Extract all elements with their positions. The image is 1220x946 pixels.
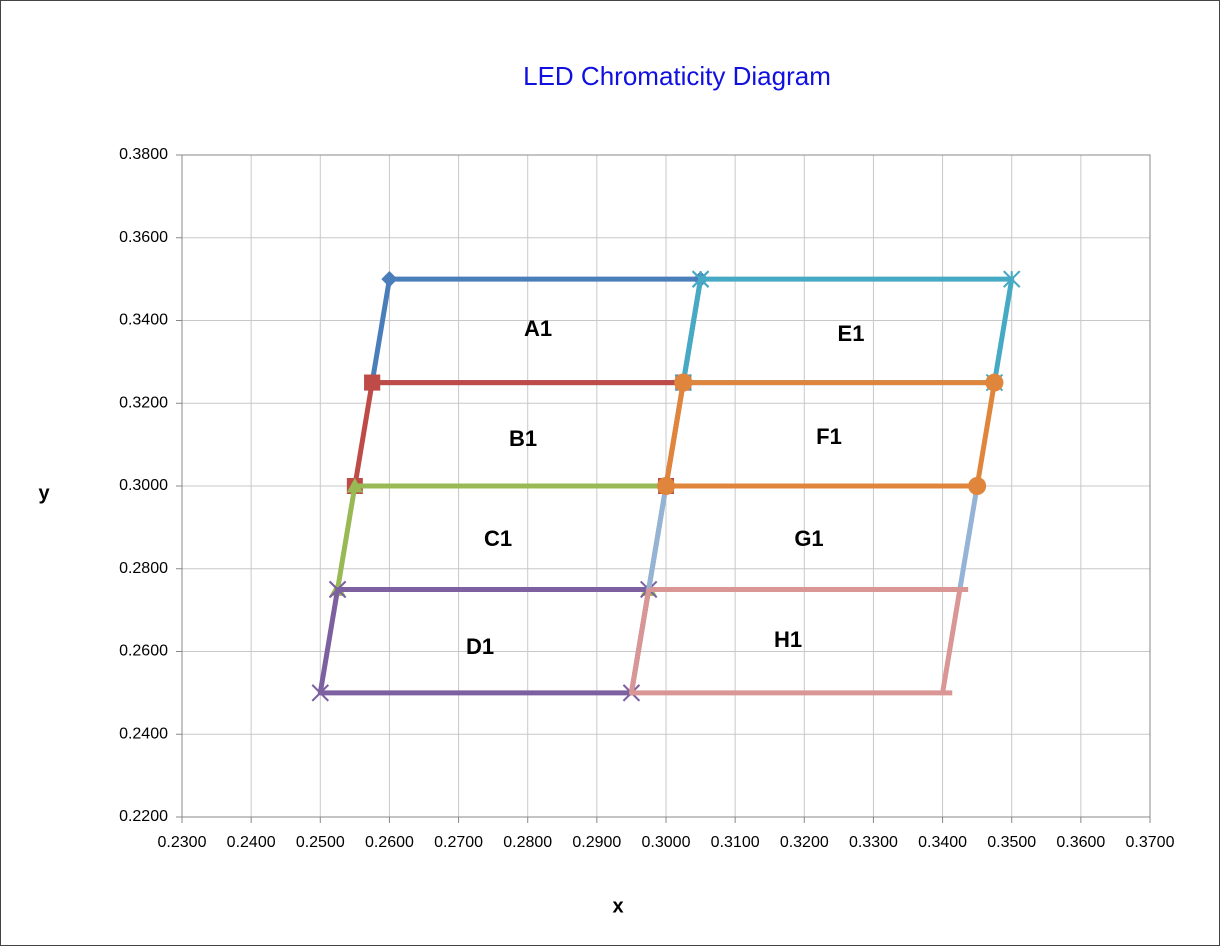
series-line (628, 589, 943, 696)
marker (968, 477, 987, 495)
marker-shape (328, 580, 347, 599)
x-tick-label: 0.2500 (296, 834, 345, 851)
x-tick-label: 0.2900 (572, 834, 621, 851)
x-tick-label: 0.3600 (1056, 834, 1105, 851)
marker-shape (1003, 270, 1021, 288)
y-axis-label: y (38, 482, 50, 504)
y-tick-label: 0.3800 (119, 146, 168, 163)
y-tick-label: 0.2400 (119, 725, 168, 742)
y-tick-label: 0.2600 (119, 643, 168, 660)
marker-shape (985, 373, 1004, 392)
region-label: D1 (466, 634, 494, 659)
y-tick-label: 0.3600 (119, 229, 168, 246)
region-label: F1 (816, 424, 842, 449)
x-tick-label: 0.3200 (780, 834, 829, 851)
marker (364, 374, 381, 391)
marker (328, 580, 347, 599)
marker-shape (968, 477, 987, 495)
y-tick-label: 0.3400 (119, 312, 168, 329)
x-tick-label: 0.2300 (158, 834, 207, 851)
plot-area (181, 154, 1151, 818)
marker (691, 270, 710, 288)
marker (346, 478, 363, 493)
marker-shape (691, 270, 710, 288)
marker-shape (381, 271, 398, 288)
marker (311, 684, 329, 702)
x-tick-label: 0.3000 (642, 834, 691, 851)
marker-shape (657, 477, 675, 495)
marker-shape (674, 373, 693, 392)
region-label: C1 (484, 526, 512, 551)
y-tick-label: 0.3000 (119, 477, 168, 494)
x-tick-label: 0.2800 (503, 834, 552, 851)
x-tick-label: 0.2400 (227, 834, 276, 851)
marker-shape (364, 374, 381, 391)
marker (985, 373, 1004, 392)
y-tick-label: 0.3200 (119, 394, 168, 411)
x-tick-label: 0.3500 (987, 834, 1036, 851)
marker (381, 271, 398, 288)
marker (657, 477, 675, 495)
x-tick-label: 0.2600 (365, 834, 414, 851)
chart-title: LED Chromaticity Diagram (523, 61, 831, 91)
x-axis-label: x (612, 895, 623, 917)
region-label: H1 (774, 627, 802, 652)
region-label: B1 (509, 426, 537, 451)
marker-shape (346, 478, 363, 493)
marker (674, 373, 693, 392)
region-label: A1 (524, 316, 552, 341)
marker-shape (311, 684, 329, 702)
x-tick-label: 0.2700 (434, 834, 483, 851)
y-tick-label: 0.2800 (119, 560, 168, 577)
x-tick-label: 0.3100 (711, 834, 760, 851)
marker (1003, 270, 1021, 288)
y-tick-label: 0.2200 (119, 808, 168, 825)
x-tick-label: 0.3300 (849, 834, 898, 851)
region-label: E1 (838, 321, 865, 346)
region-label: G1 (794, 526, 823, 551)
x-tick-label: 0.3400 (918, 834, 967, 851)
x-tick-label: 0.3700 (1126, 834, 1175, 851)
